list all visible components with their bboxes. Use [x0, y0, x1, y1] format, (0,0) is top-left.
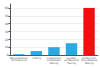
svg-text:30: 30	[5, 29, 9, 33]
svg-text:Component: Component	[46, 59, 62, 63]
svg-text:Integration/: Integration/	[46, 56, 62, 60]
svg-text:System/: System/	[66, 56, 77, 60]
svg-text:Post-Release: Post-Release	[81, 59, 97, 63]
svg-text:40: 40	[5, 22, 9, 26]
svg-text:0: 0	[7, 53, 9, 57]
svg-text:Acceptance: Acceptance	[64, 59, 79, 63]
svg-text:10: 10	[5, 45, 9, 49]
svg-text:Testing: Testing	[85, 62, 94, 65]
svg-text:Architecture: Architecture	[11, 59, 27, 62]
svg-text:Testing: Testing	[67, 62, 76, 65]
svg-text:20: 20	[5, 37, 9, 41]
svg-text:Requirements/: Requirements/	[9, 56, 28, 60]
svg-text:Coding: Coding	[32, 56, 41, 59]
svg-text:50: 50	[5, 14, 9, 18]
svg-text:Production/: Production/	[82, 56, 97, 60]
svg-text:Testing: Testing	[50, 62, 59, 65]
svg-text:60: 60	[5, 6, 9, 10]
